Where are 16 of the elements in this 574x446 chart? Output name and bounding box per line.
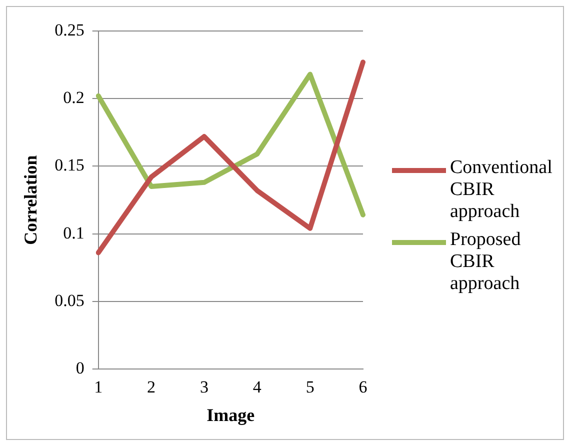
x-tick-label: 3: [200, 378, 208, 397]
y-tick-label: 0.15: [54, 156, 84, 175]
x-axis-title: Image: [206, 404, 255, 425]
y-axis-title: Correlation: [20, 155, 40, 245]
legend-label: Conventional CBIR approach: [450, 157, 552, 223]
x-tick-label: 2: [147, 378, 156, 397]
y-tick-label: 0.05: [54, 290, 84, 310]
y-tick-label: 0: [76, 358, 84, 378]
x-tick-label: 5: [306, 378, 314, 397]
y-tick-label: 0.25: [54, 20, 84, 40]
y-tick-label: 0.2: [63, 88, 84, 108]
x-tick-label: 1: [94, 378, 103, 397]
x-tick-label: 4: [252, 378, 262, 397]
legend-label: Proposed CBIR approach: [450, 229, 522, 295]
x-tick-label: 6: [358, 378, 368, 397]
y-tick-label: 0.1: [63, 223, 84, 242]
